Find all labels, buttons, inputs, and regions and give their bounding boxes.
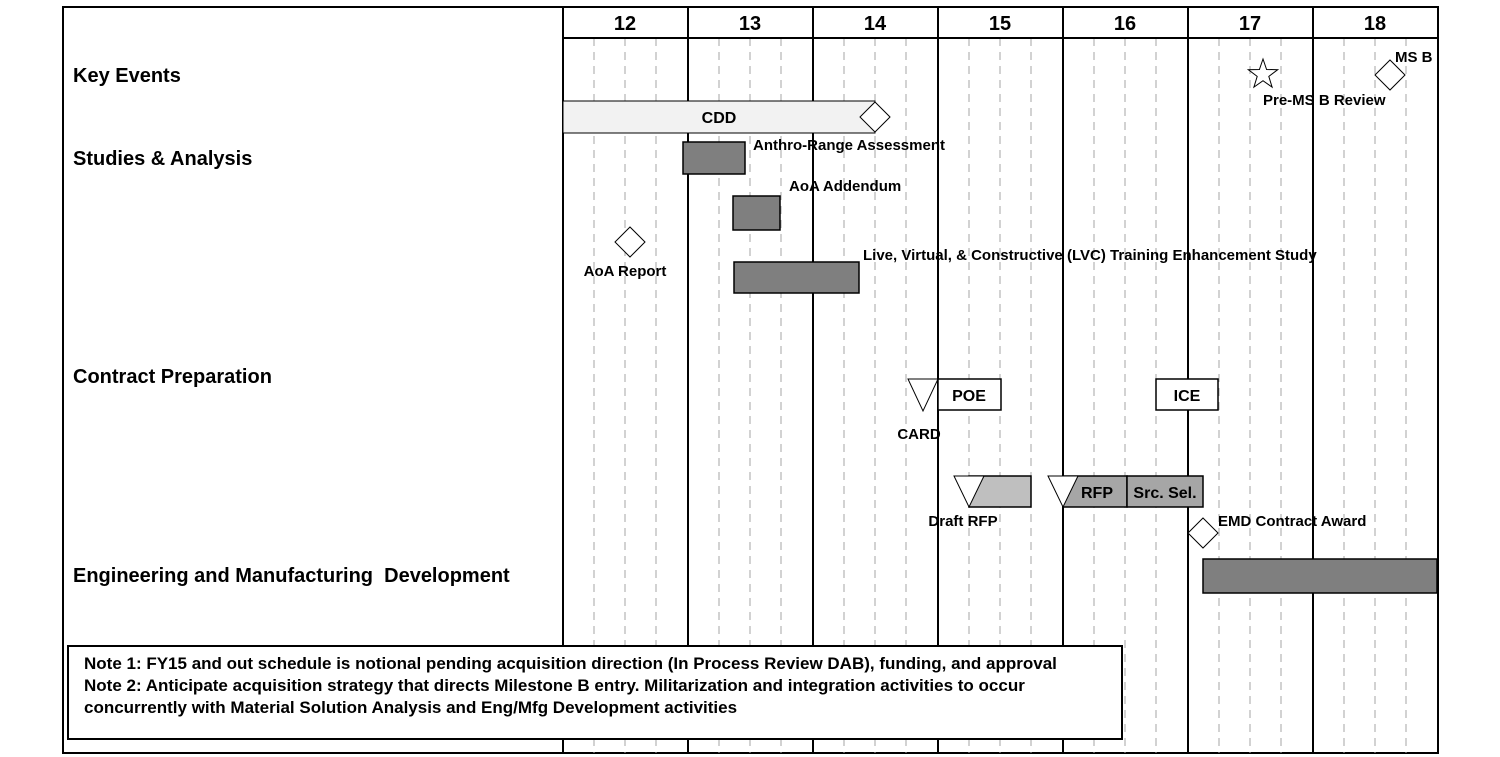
year-label-16: 16 [1114, 13, 1136, 35]
msb-label: MS B [1395, 49, 1433, 66]
notes-box: Note 1: FY15 and out schedule is notiona… [67, 645, 1123, 740]
draft-rfp-triangle [953, 475, 985, 509]
msb-diamond [1374, 59, 1406, 91]
emd-bar [1202, 558, 1438, 594]
year-label-12: 12 [614, 13, 636, 35]
cdd-milestone-diamond [859, 101, 891, 133]
row-label-emd: Engineering and Manufacturing Developmen… [73, 565, 510, 587]
anthro-label: Anthro-Range Assessment [753, 137, 945, 154]
poe-box [937, 378, 1002, 411]
anthro-bar [682, 141, 746, 175]
aoa-report-diamond [614, 226, 646, 258]
src-sel-bar [1126, 475, 1204, 508]
year-header: 12 13 14 15 16 17 18 [614, 13, 1386, 35]
cdd-bar [562, 100, 876, 134]
row-labels: Key Events Studies & Analysis Contract P… [73, 65, 510, 587]
row-label-key-events: Key Events [73, 65, 181, 87]
year-label-18: 18 [1364, 13, 1386, 35]
row-label-studies: Studies & Analysis [73, 148, 252, 170]
note-2: Note 2: Anticipate acquisition strategy … [84, 676, 1025, 717]
card-triangle [907, 378, 939, 413]
cdd-label: CDD [702, 110, 737, 127]
year-label-14: 14 [864, 13, 887, 35]
draft-rfp-label: Draft RFP [928, 513, 997, 530]
card-label: CARD [897, 426, 940, 443]
lvc-bar [733, 261, 860, 294]
row-label-contract: Contract Preparation [73, 366, 272, 388]
ice-label: ICE [1174, 388, 1201, 405]
ice-box [1155, 378, 1219, 411]
poe-label: POE [952, 388, 986, 405]
lvc-label: Live, Virtual, & Constructive (LVC) Trai… [863, 247, 1317, 264]
rfp-label: RFP [1081, 485, 1113, 502]
note-1: Note 1: FY15 and out schedule is notiona… [84, 654, 1057, 673]
aoa-addendum-label: AoA Addendum [789, 178, 901, 195]
aoa-report-label: AoA Report [584, 263, 667, 280]
year-label-15: 15 [989, 13, 1011, 35]
year-label-17: 17 [1239, 13, 1261, 35]
emd-award-label: EMD Contract Award [1218, 513, 1366, 530]
year-label-13: 13 [739, 13, 761, 35]
aoa-addendum-bar [732, 195, 781, 231]
rfp-triangle [1047, 475, 1079, 509]
pre-msb-star [1246, 57, 1280, 89]
emd-award-diamond [1187, 517, 1219, 549]
src-sel-label: Src. Sel. [1133, 485, 1196, 502]
pre-msb-label: Pre-MS B Review [1263, 92, 1386, 109]
